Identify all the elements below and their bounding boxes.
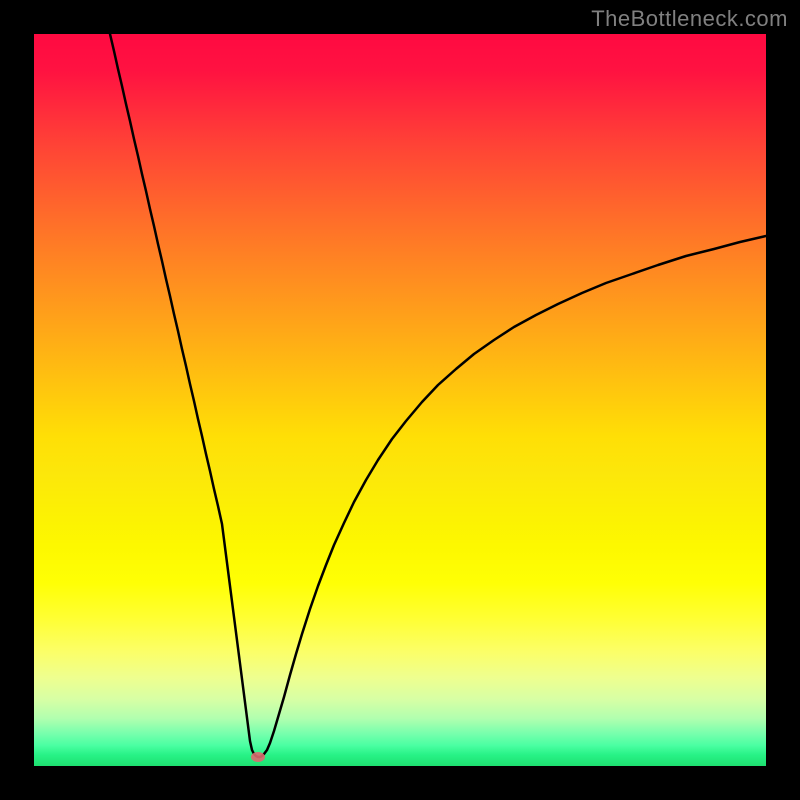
chart-frame: TheBottleneck.com <box>0 0 800 800</box>
bottleneck-curve <box>110 34 766 757</box>
curve-svg <box>34 34 766 766</box>
watermark-text: TheBottleneck.com <box>591 6 788 32</box>
minimum-marker <box>251 752 265 762</box>
plot-area <box>34 34 766 766</box>
